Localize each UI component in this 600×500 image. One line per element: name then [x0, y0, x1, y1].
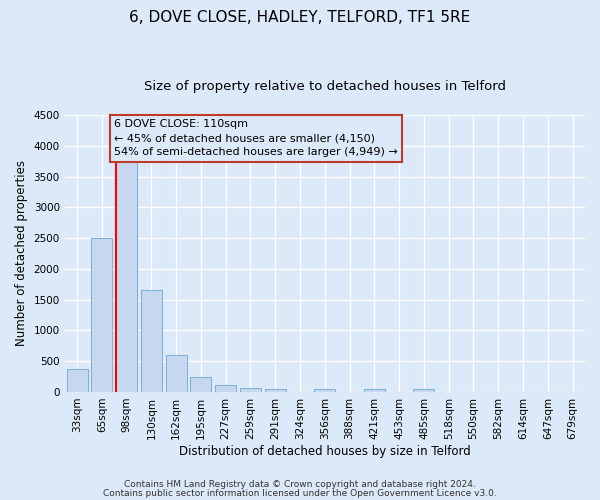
Bar — [240, 388, 261, 392]
Bar — [91, 238, 112, 392]
Text: 6 DOVE CLOSE: 110sqm
← 45% of detached houses are smaller (4,150)
54% of semi-de: 6 DOVE CLOSE: 110sqm ← 45% of detached h… — [114, 120, 398, 158]
Bar — [166, 355, 187, 392]
Y-axis label: Number of detached properties: Number of detached properties — [15, 160, 28, 346]
Text: Contains HM Land Registry data © Crown copyright and database right 2024.: Contains HM Land Registry data © Crown c… — [124, 480, 476, 489]
Text: Contains public sector information licensed under the Open Government Licence v3: Contains public sector information licen… — [103, 488, 497, 498]
Bar — [413, 389, 434, 392]
Bar — [314, 389, 335, 392]
Bar — [67, 368, 88, 392]
Bar — [141, 290, 162, 392]
Bar — [364, 390, 385, 392]
Bar — [190, 377, 211, 392]
Bar — [215, 385, 236, 392]
X-axis label: Distribution of detached houses by size in Telford: Distribution of detached houses by size … — [179, 444, 471, 458]
Title: Size of property relative to detached houses in Telford: Size of property relative to detached ho… — [144, 80, 506, 93]
Bar — [265, 388, 286, 392]
Bar — [116, 161, 137, 392]
Text: 6, DOVE CLOSE, HADLEY, TELFORD, TF1 5RE: 6, DOVE CLOSE, HADLEY, TELFORD, TF1 5RE — [130, 10, 470, 25]
